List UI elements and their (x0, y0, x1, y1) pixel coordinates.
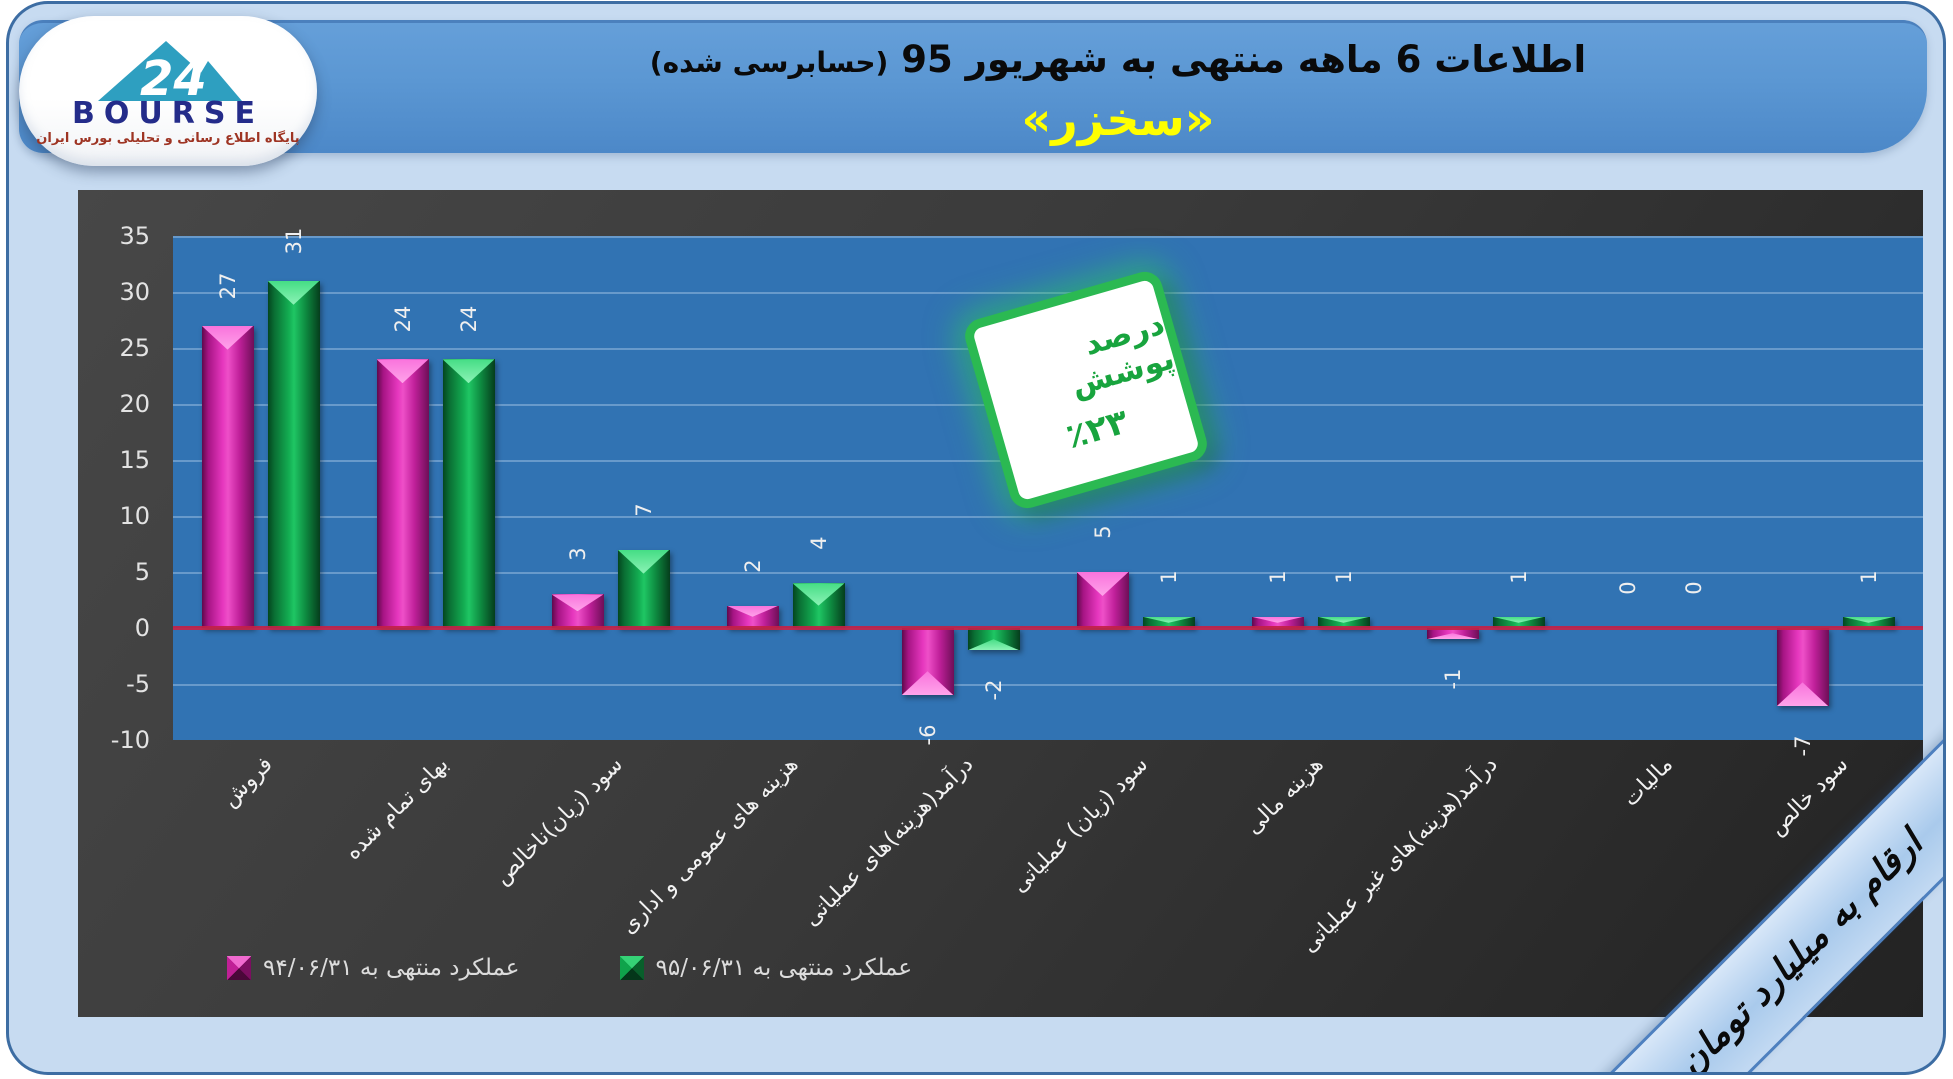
bar-series1-cat3 (551, 594, 604, 628)
bar-value-label: 3 (565, 547, 590, 562)
y-axis-tick-label: 0 (134, 614, 150, 642)
legend-label: عملکرد منتهی به ۹۵/۰۶/۳۱ (655, 955, 913, 981)
bar-value-label: 24 (390, 305, 415, 333)
y-axis-tick-label: 20 (119, 390, 150, 418)
y-axis-tick-label: 10 (119, 502, 150, 530)
x-axis-label: سود (زیان) عملیاتی (1007, 752, 1154, 898)
svg-text:24: 24 (140, 51, 207, 101)
bar-series1-cat5 (901, 628, 954, 696)
bar-series1-cat7 (1251, 616, 1304, 628)
bar-bevel-cap (617, 549, 670, 574)
bar-series2-cat5 (967, 628, 1020, 651)
coverage-badge-value: ٪۲۳ (1061, 401, 1133, 458)
logo-tagline: پایگاه اطلاع رسانی و تحلیلی بورس ایران (36, 130, 300, 146)
bar-bevel-cap (792, 583, 845, 606)
x-axis-label: هزینه های عمومی و اداری (616, 752, 804, 940)
bar-series2-cat6 (1142, 616, 1195, 628)
bar-bevel-cap (967, 639, 1020, 651)
bar-value-label: 1 (1331, 570, 1356, 584)
bar-bevel-cap (901, 671, 954, 696)
bar-value-label: 0 (1681, 581, 1706, 595)
y-axis-tick-label: 25 (119, 334, 150, 362)
header-band: اطلاعات 6 ماهه منتهی به شهریور 95 (حسابر… (19, 20, 1927, 153)
stock-symbol: «سخزر» (1021, 92, 1215, 146)
bar-series1-cat10 (1776, 628, 1829, 707)
x-axis-label: درآمد(هزینه)های عملیاتی (798, 752, 979, 932)
bar-series2-cat3 (617, 549, 670, 628)
bar-bevel-cap (551, 594, 604, 612)
bar-value-label: 1 (1265, 570, 1290, 584)
bar-value-label: 27 (215, 272, 240, 299)
bar-value-label: 0 (1615, 581, 1640, 595)
bourse24-logo: 24 BOURSE پایگاه اطلاع رسانی و تحلیلی بو… (19, 16, 317, 166)
y-axis-tick-label: 15 (119, 446, 150, 474)
bar-series2-cat1 (267, 280, 320, 628)
bar-value-label: 1 (1156, 570, 1181, 584)
outer-frame: اطلاعات 6 ماهه منتهی به شهریور 95 (حسابر… (6, 1, 1946, 1075)
bar-value-label: 2 (740, 558, 765, 573)
bar-bevel-cap (1842, 616, 1895, 623)
x-axis-label: مالیات (1618, 752, 1679, 812)
y-axis-tick-label: 5 (134, 558, 150, 586)
x-axis: فروش بهای تمام شده سود (زیان)ناخالص هزینه ه… (173, 748, 1923, 963)
bar-bevel-cap (1076, 572, 1129, 596)
logo-mountain-icon: 24 (98, 40, 242, 101)
bar-series2-cat7 (1317, 616, 1370, 628)
bar-bevel-cap (1142, 616, 1195, 623)
bar-bevel-cap (442, 359, 495, 384)
bar-series1-cat6 (1076, 572, 1129, 628)
bar-value-label: 4 (806, 536, 831, 550)
bar-value-label: 24 (456, 305, 481, 333)
bar-value-label: -1 (1440, 668, 1465, 690)
x-axis-label: سود (زیان)ناخالص (490, 752, 629, 890)
bar-series1-cat1 (201, 325, 254, 628)
x-axis-label: بهای تمام شده (340, 752, 454, 866)
bar-value-label: 1 (1856, 570, 1881, 584)
bar-bevel-cap (1492, 616, 1545, 623)
bar-series2-cat8 (1492, 616, 1545, 628)
legend-marker-icon (227, 956, 251, 980)
coverage-badge-label: درصد پوشش (1067, 305, 1179, 404)
bar-series1-cat8 (1426, 628, 1479, 640)
x-axis-label: فروش (217, 752, 279, 813)
y-axis-tick-label: -5 (126, 670, 150, 698)
bar-bevel-cap (1776, 682, 1829, 707)
chart-legend: عملکرد منتهی به ۹۴/۰۶/۳۱ عملکرد منتهی به … (227, 953, 912, 983)
logo-brand-text: BOURSE (72, 95, 264, 131)
bar-bevel-cap (1317, 616, 1370, 623)
bar-value-label: -7 (1790, 735, 1815, 757)
bar-value-label: -6 (915, 724, 940, 746)
title-block: اطلاعات 6 ماهه منتهی به شهریور 95 (حسابر… (349, 35, 1887, 148)
bar-bevel-cap (726, 605, 779, 617)
legend-label: عملکرد منتهی به ۹۴/۰۶/۳۱ (263, 955, 520, 981)
bar-series2-cat2 (442, 359, 495, 628)
title-main: اطلاعات 6 ماهه منتهی به شهریور 95 (901, 38, 1587, 81)
bar-bevel-cap (201, 325, 254, 350)
bar-value-label: 1 (1506, 570, 1531, 584)
bar-series1-cat2 (376, 359, 429, 628)
y-axis-tick-label: 30 (119, 278, 150, 306)
bar-series2-cat10 (1842, 616, 1895, 628)
bar-bevel-cap (1251, 616, 1304, 623)
bar-series1-cat4 (726, 605, 779, 628)
zero-axis-line (173, 626, 1923, 630)
bar-series2-cat4 (792, 583, 845, 628)
y-axis-tick-label: -10 (110, 726, 150, 754)
bar-bevel-cap (376, 359, 429, 384)
legend-marker-icon (619, 956, 644, 980)
bar-bevel-cap (1426, 633, 1479, 640)
legend-item-2: عملکرد منتهی به ۹۵/۰۶/۳۱ (619, 953, 913, 983)
bar-value-label: 5 (1090, 525, 1115, 539)
page-title: اطلاعات 6 ماهه منتهی به شهریور 95 (حسابر… (349, 35, 1887, 88)
bar-value-label: 7 (631, 502, 656, 517)
x-axis-label: درآمد(هزینه)های غیر عملیاتی (1297, 752, 1504, 958)
bar-value-label: -2 (981, 679, 1006, 701)
title-paren: (حسابرسی شده) (649, 46, 889, 79)
bar-value-label: 31 (281, 227, 306, 255)
legend-item-1: عملکرد منتهی به ۹۴/۰۶/۳۱ (227, 953, 520, 983)
bar-bevel-cap (267, 280, 320, 305)
x-axis-label: هزینه مالی (1240, 752, 1329, 840)
y-axis-tick-label: 35 (119, 222, 150, 250)
